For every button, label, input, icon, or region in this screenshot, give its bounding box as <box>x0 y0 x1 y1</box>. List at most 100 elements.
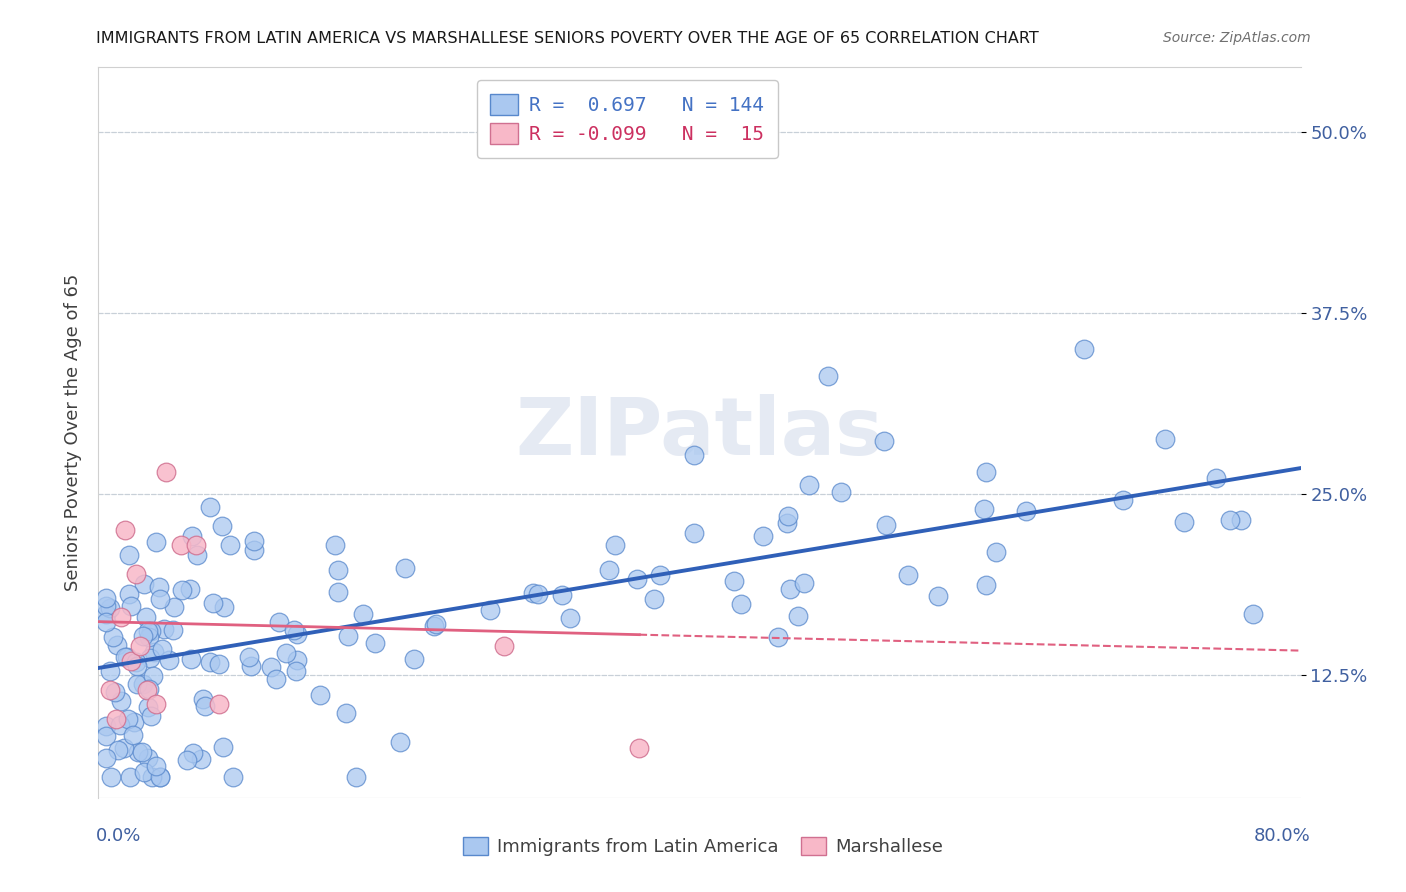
Point <box>153 623 176 637</box>
Point <box>118 548 141 562</box>
Point <box>155 466 177 480</box>
Point <box>124 715 146 730</box>
Point <box>797 478 820 492</box>
Point <box>752 529 775 543</box>
Text: IMMIGRANTS FROM LATIN AMERICA VS MARSHALLESE SENIORS POVERTY OVER THE AGE OF 65 : IMMIGRANTS FROM LATIN AMERICA VS MARSHAL… <box>96 31 1039 46</box>
Point <box>598 563 620 577</box>
Point <box>186 548 208 562</box>
Point <box>183 746 205 760</box>
Point <box>344 770 367 784</box>
Point <box>1205 471 1227 485</box>
Point <box>125 566 148 581</box>
Point <box>145 758 167 772</box>
Point <box>1173 515 1195 529</box>
Point <box>200 655 222 669</box>
Point <box>127 745 149 759</box>
Point <box>984 545 1007 559</box>
Point <box>129 640 152 654</box>
Point <box>776 516 799 530</box>
Point <box>115 649 138 664</box>
Point <box>793 575 815 590</box>
Point <box>114 524 136 538</box>
Point <box>603 538 626 552</box>
Point <box>96 615 118 630</box>
Point <box>122 728 145 742</box>
Point <box>927 590 949 604</box>
Point <box>105 638 128 652</box>
Point <box>1153 433 1175 447</box>
Point <box>100 682 122 697</box>
Point <box>212 599 235 614</box>
Point <box>121 654 143 668</box>
Text: 0.0%: 0.0% <box>96 827 141 845</box>
Point <box>239 659 262 673</box>
Point <box>176 752 198 766</box>
Point <box>974 578 997 592</box>
Point <box>897 568 920 582</box>
Point <box>181 529 204 543</box>
Point <box>285 653 308 667</box>
Point <box>776 509 799 524</box>
Point <box>1112 493 1135 508</box>
Point <box>132 677 155 691</box>
Point <box>683 526 706 541</box>
Point <box>974 465 997 479</box>
Point <box>389 735 412 749</box>
Point <box>325 538 347 552</box>
Point <box>328 563 350 577</box>
Point <box>98 601 121 615</box>
Text: Source: ZipAtlas.com: Source: ZipAtlas.com <box>1163 31 1310 45</box>
Point <box>730 597 752 611</box>
Point <box>138 630 160 644</box>
Legend: Immigrants from Latin America, Marshallese: Immigrants from Latin America, Marshalle… <box>456 830 950 863</box>
Point <box>1241 607 1264 621</box>
Point <box>402 651 425 665</box>
Point <box>202 596 225 610</box>
Point <box>243 534 266 549</box>
Point <box>264 673 287 687</box>
Point <box>425 616 447 631</box>
Point <box>142 669 165 683</box>
Point <box>136 624 159 638</box>
Point <box>560 610 582 624</box>
Point <box>242 543 264 558</box>
Point <box>873 434 896 449</box>
Point <box>423 618 446 632</box>
Point <box>134 577 156 591</box>
Text: 80.0%: 80.0% <box>1254 827 1310 845</box>
Point <box>163 599 186 614</box>
Point <box>212 739 235 754</box>
Point <box>149 770 172 784</box>
Point <box>135 682 157 697</box>
Point <box>283 623 305 637</box>
Point <box>194 699 217 714</box>
Point <box>628 740 651 755</box>
Point <box>132 765 155 780</box>
Point <box>180 651 202 665</box>
Point <box>139 651 162 665</box>
Legend: R =  0.697   N = 144, R = -0.099   N =  15: R = 0.697 N = 144, R = -0.099 N = 15 <box>477 80 778 158</box>
Point <box>131 745 153 759</box>
Point <box>138 681 160 696</box>
Point <box>145 697 167 711</box>
Point <box>112 740 135 755</box>
Point <box>107 743 129 757</box>
Point <box>766 630 789 644</box>
Point <box>157 653 180 667</box>
Point <box>110 694 132 708</box>
Point <box>1219 513 1241 527</box>
Point <box>1073 342 1095 356</box>
Point <box>648 568 671 582</box>
Point <box>141 709 163 723</box>
Point <box>184 538 207 552</box>
Point <box>626 572 648 586</box>
Point <box>103 630 125 644</box>
Point <box>110 610 132 624</box>
Point <box>193 691 215 706</box>
Point <box>143 645 166 659</box>
Point <box>114 650 136 665</box>
Point <box>973 502 995 516</box>
Text: ZIPatlas: ZIPatlas <box>516 393 883 472</box>
Point <box>170 583 193 598</box>
Point <box>285 626 308 640</box>
